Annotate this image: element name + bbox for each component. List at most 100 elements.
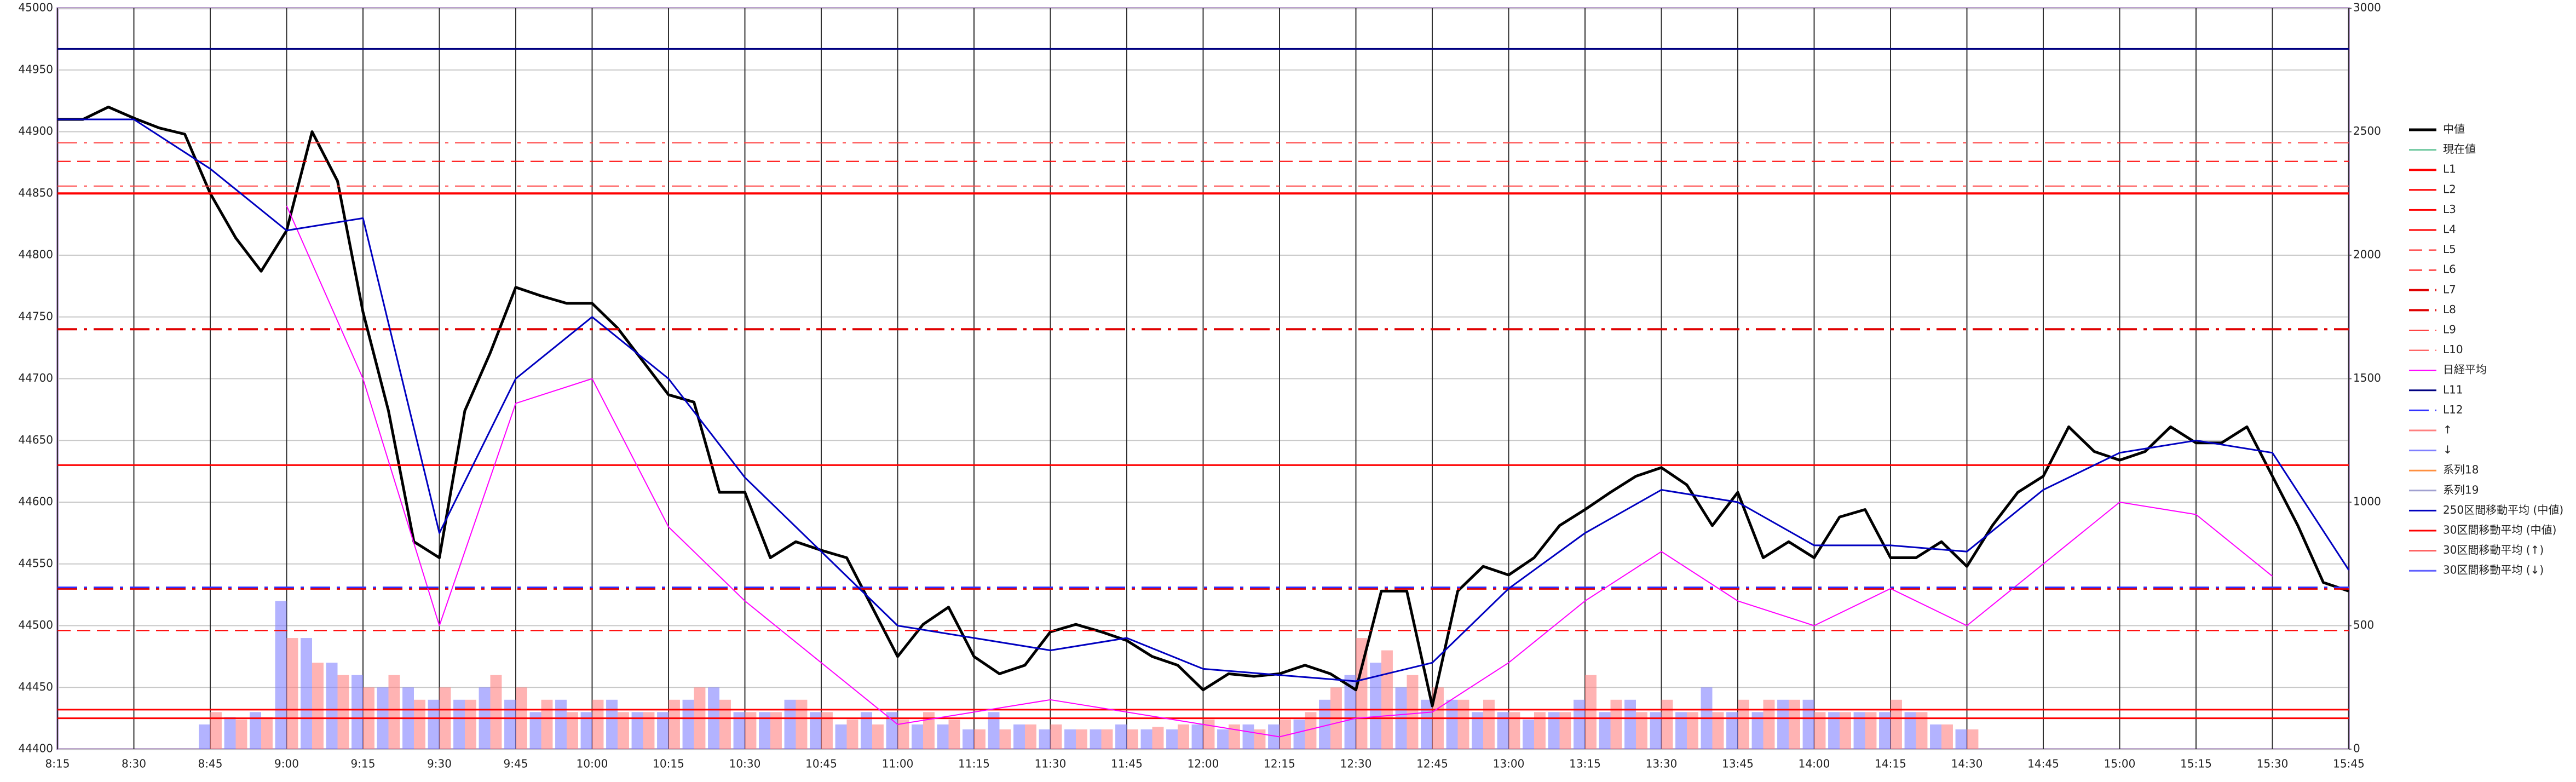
- y-tick-label: 44500: [18, 618, 53, 631]
- volume-bar: [1916, 712, 1928, 749]
- volume-bar: [937, 724, 949, 749]
- x-tick-label: 11:45: [1111, 757, 1143, 771]
- volume-bar: [541, 699, 553, 749]
- legend-label: L12: [2443, 403, 2463, 416]
- volume-bar: [261, 717, 273, 749]
- volume-bar: [886, 712, 898, 749]
- volume-bar: [796, 699, 808, 749]
- volume-bar: [618, 712, 629, 749]
- volume-bar: [999, 729, 1011, 749]
- y-tick-label: 45000: [18, 1, 53, 14]
- legend-label: 30区間移動平均 (↑): [2443, 543, 2544, 556]
- volume-bar: [1802, 699, 1814, 749]
- volume-bar: [606, 699, 618, 749]
- volume-bar: [326, 663, 338, 749]
- volume-bar: [224, 717, 236, 749]
- volume-bar: [1574, 699, 1585, 749]
- volume-bar: [580, 712, 592, 749]
- volume-bar: [1661, 699, 1673, 749]
- volume-bar: [235, 719, 247, 749]
- volume-bar: [1930, 724, 1941, 749]
- volume-bar: [1712, 712, 1724, 749]
- volume-bar: [1523, 719, 1534, 749]
- x-tick-label: 10:00: [577, 757, 608, 771]
- volume-bar: [1421, 699, 1432, 749]
- volume-bar: [1534, 712, 1546, 749]
- x-tick-label: 9:30: [427, 757, 452, 771]
- legend-label: L9: [2443, 323, 2456, 336]
- legend-label: 現在値: [2443, 142, 2476, 156]
- volume-bar: [312, 663, 324, 749]
- x-tick-label: 14:00: [1799, 757, 1830, 771]
- volume-bar: [669, 699, 680, 749]
- series-line: [286, 205, 2273, 738]
- volume-bar: [1140, 729, 1152, 749]
- volume-bar: [682, 699, 694, 749]
- y2-tick-label: 2500: [2353, 124, 2381, 137]
- volume-bar: [1599, 712, 1611, 749]
- volume-bar: [1585, 675, 1597, 749]
- volume-bar: [1559, 712, 1571, 749]
- volume-bar: [912, 724, 923, 749]
- x-tick-label: 11:15: [958, 757, 990, 771]
- x-tick-label: 15:30: [2257, 757, 2289, 771]
- volume-bar: [1726, 712, 1738, 749]
- volume-bar: [1738, 699, 1749, 749]
- volume-bar: [1777, 699, 1789, 749]
- volume-bar: [1687, 712, 1698, 749]
- legend-label: L3: [2443, 203, 2456, 216]
- series-line: [57, 118, 2350, 682]
- volume-bar: [286, 638, 298, 749]
- volume-bar: [861, 712, 872, 749]
- y-tick-label: 44550: [18, 556, 53, 570]
- volume-bar: [567, 712, 578, 749]
- volume-bar: [846, 719, 858, 749]
- volume-bar: [1548, 712, 1560, 749]
- volume-bar: [1229, 724, 1240, 749]
- volume-bar: [835, 724, 847, 749]
- x-tick-label: 8:30: [122, 757, 146, 771]
- volume-bar: [923, 712, 935, 749]
- volume-bar: [719, 699, 731, 749]
- volume-bar: [1955, 729, 1967, 749]
- volume-bar: [974, 729, 986, 749]
- volume-bar: [1064, 729, 1076, 749]
- volume-bar: [988, 712, 1000, 749]
- volume-bar: [199, 724, 210, 749]
- volume-bar: [1497, 712, 1509, 749]
- y-tick-label: 44700: [18, 371, 53, 384]
- volume-bar: [1610, 699, 1622, 749]
- volume-bar: [1457, 699, 1469, 749]
- y2-tick-label: 2000: [2353, 248, 2381, 261]
- volume-bar: [1039, 729, 1051, 749]
- y-tick-label: 44750: [18, 309, 53, 323]
- legend-label: ↑: [2443, 423, 2452, 436]
- x-tick-label: 14:30: [1951, 757, 1983, 771]
- volume-bar: [592, 699, 604, 749]
- y-tick-label: 44950: [18, 62, 53, 76]
- legend-label: L10: [2443, 343, 2463, 356]
- volume-bar: [1941, 724, 1953, 749]
- volume-bar: [1446, 699, 1458, 749]
- x-tick-label: 12:30: [1340, 757, 1372, 771]
- legend-label: 250区間移動平均 (中値): [2443, 503, 2563, 516]
- legend-label: L8: [2443, 303, 2456, 316]
- volume-bar: [1178, 724, 1189, 749]
- y-tick-label: 44650: [18, 433, 53, 446]
- volume-bar: [1879, 712, 1891, 749]
- x-tick-label: 9:15: [351, 757, 376, 771]
- y2-tick-label: 500: [2353, 618, 2374, 631]
- volume-bar: [1624, 699, 1636, 749]
- x-tick-label: 11:00: [882, 757, 914, 771]
- volume-bar: [337, 675, 349, 749]
- y-tick-label: 44450: [18, 680, 53, 693]
- volume-bar: [1319, 699, 1330, 749]
- legend-label: 系列18: [2443, 463, 2479, 476]
- volume-bar: [1381, 650, 1393, 749]
- volume-bar: [1853, 712, 1865, 749]
- legend-label: L7: [2443, 283, 2456, 296]
- x-tick-label: 8:15: [45, 757, 70, 771]
- volume-bar: [897, 719, 909, 749]
- volume-bar: [821, 712, 833, 749]
